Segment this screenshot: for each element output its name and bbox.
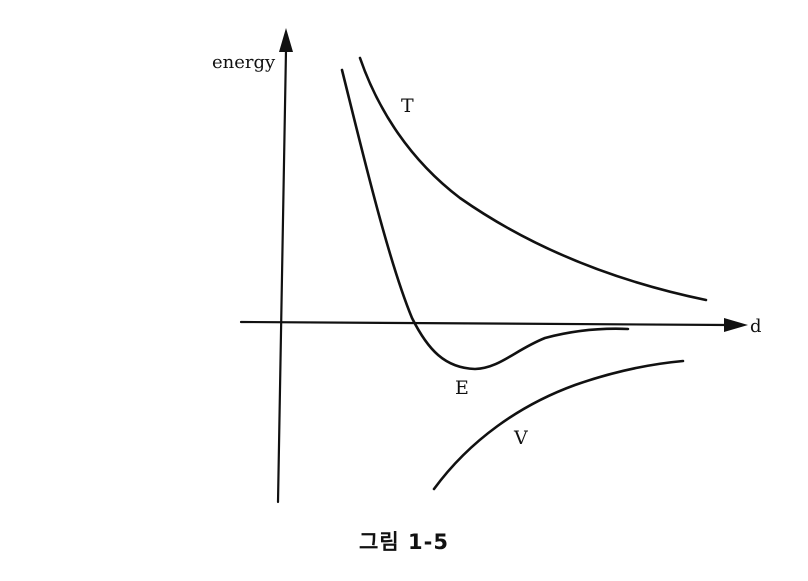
y-axis	[276, 48, 288, 504]
y-axis-arrow-icon	[279, 28, 293, 52]
curve-v-label: V	[513, 427, 528, 449]
x-axis-arrow-icon	[724, 318, 748, 332]
x-axis	[239, 320, 730, 327]
curve-e	[340, 68, 630, 371]
curve-t-label: T	[401, 95, 414, 117]
figure-caption: 그림 1-5	[359, 530, 449, 554]
x-axis-label: d	[750, 316, 762, 337]
y-axis-label: energy	[212, 52, 276, 73]
curve-v	[432, 359, 685, 491]
curve-t	[358, 56, 708, 302]
curve-e-label: E	[455, 377, 469, 399]
